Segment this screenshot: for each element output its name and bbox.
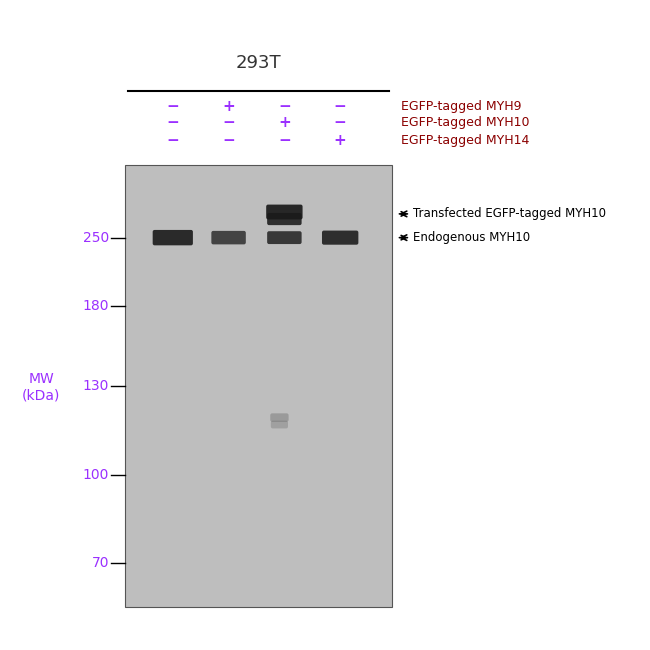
- Text: −: −: [278, 99, 291, 114]
- FancyBboxPatch shape: [271, 421, 288, 428]
- Text: MW
(kDa): MW (kDa): [22, 372, 60, 402]
- Text: 130: 130: [83, 379, 109, 393]
- Text: −: −: [222, 116, 235, 131]
- FancyBboxPatch shape: [267, 231, 302, 244]
- FancyBboxPatch shape: [211, 231, 246, 244]
- Text: Transfected EGFP-tagged MYH10: Transfected EGFP-tagged MYH10: [413, 207, 606, 220]
- FancyBboxPatch shape: [267, 213, 302, 225]
- Text: −: −: [166, 116, 179, 131]
- Text: −: −: [222, 133, 235, 148]
- FancyBboxPatch shape: [270, 413, 289, 422]
- Text: EGFP-tagged MYH10: EGFP-tagged MYH10: [401, 116, 530, 129]
- Text: +: +: [334, 133, 346, 148]
- Text: +: +: [278, 116, 291, 131]
- Text: +: +: [222, 99, 235, 114]
- Text: 293T: 293T: [235, 53, 281, 72]
- Text: −: −: [334, 99, 346, 114]
- Bar: [125, 164, 392, 607]
- Text: −: −: [166, 133, 179, 148]
- Text: −: −: [166, 99, 179, 114]
- Text: 70: 70: [92, 556, 109, 570]
- FancyBboxPatch shape: [153, 230, 193, 245]
- Text: −: −: [278, 133, 291, 148]
- FancyBboxPatch shape: [322, 231, 358, 244]
- Text: 180: 180: [83, 299, 109, 313]
- Text: −: −: [334, 116, 346, 131]
- Text: EGFP-tagged MYH9: EGFP-tagged MYH9: [401, 100, 521, 113]
- Text: Endogenous MYH10: Endogenous MYH10: [413, 231, 530, 244]
- Text: EGFP-tagged MYH14: EGFP-tagged MYH14: [401, 134, 529, 147]
- Text: 100: 100: [83, 467, 109, 482]
- Text: 250: 250: [83, 231, 109, 244]
- FancyBboxPatch shape: [266, 205, 303, 219]
